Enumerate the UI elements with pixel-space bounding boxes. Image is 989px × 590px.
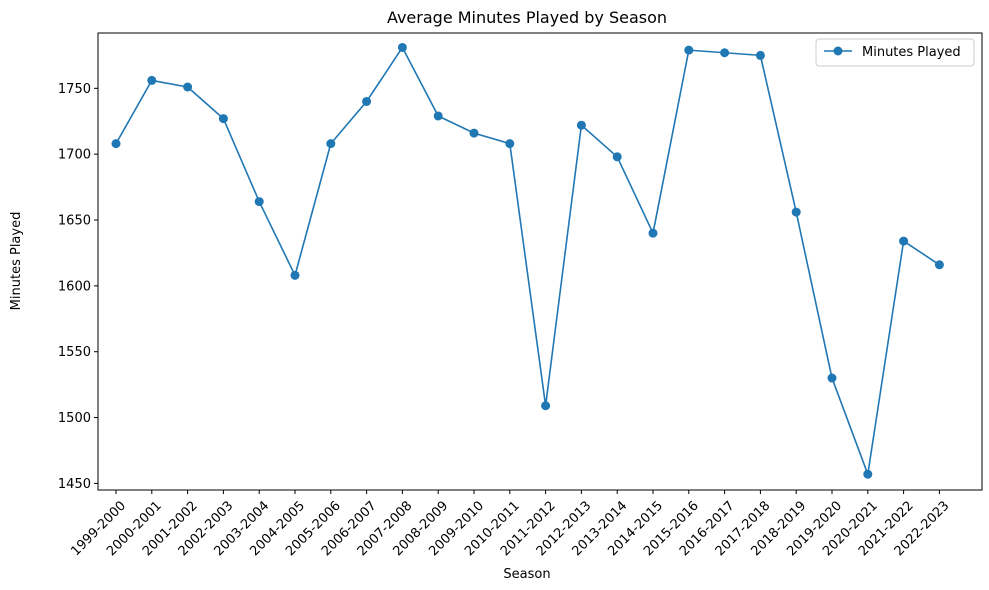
- plot-area: [98, 33, 982, 490]
- data-point: [469, 128, 479, 138]
- series-line-path: [115, 46, 940, 475]
- data-point: [505, 139, 515, 149]
- data-point: [827, 373, 837, 383]
- y-tick-label: 1500: [58, 411, 91, 426]
- data-point: [755, 50, 765, 60]
- data-point: [183, 82, 193, 92]
- data-point: [791, 207, 801, 217]
- data-point: [934, 260, 944, 270]
- data-point: [362, 96, 372, 106]
- data-point: [576, 120, 586, 130]
- y-tick-label: 1650: [58, 214, 91, 229]
- x-axis-label: Season: [503, 567, 550, 582]
- y-axis: 1450 1500 1550 1600 1650 1700 1750: [58, 82, 98, 492]
- data-point: [684, 45, 694, 55]
- y-tick-label: 1700: [58, 148, 91, 163]
- data-point: [326, 139, 336, 149]
- y-tick-label: 1550: [58, 345, 91, 360]
- data-point: [147, 75, 157, 85]
- data-point: [254, 197, 264, 207]
- data-point: [541, 401, 551, 411]
- y-axis-label: Minutes Played: [9, 212, 24, 311]
- plot-frame: [97, 32, 983, 491]
- data-point: [863, 469, 873, 479]
- data-point: [899, 236, 909, 246]
- legend-label-minutes-played: Minutes Played: [862, 45, 961, 60]
- data-point: [612, 152, 622, 162]
- legend-box: [815, 38, 975, 67]
- y-tick-label: 1600: [58, 279, 91, 294]
- data-point: [648, 228, 658, 238]
- data-point: [111, 139, 121, 149]
- chart-title: Average Minutes Played by Season: [387, 8, 667, 27]
- data-point: [290, 270, 300, 280]
- series-minutes-played: [111, 42, 944, 479]
- y-tick-label: 1450: [58, 477, 91, 492]
- legend-marker-swatch: [833, 46, 843, 56]
- legend: Minutes Played: [815, 38, 975, 67]
- data-point: [218, 114, 228, 124]
- data-point: [397, 42, 407, 52]
- y-tick-label: 1750: [58, 82, 91, 97]
- data-point: [433, 111, 443, 121]
- data-point: [720, 48, 730, 58]
